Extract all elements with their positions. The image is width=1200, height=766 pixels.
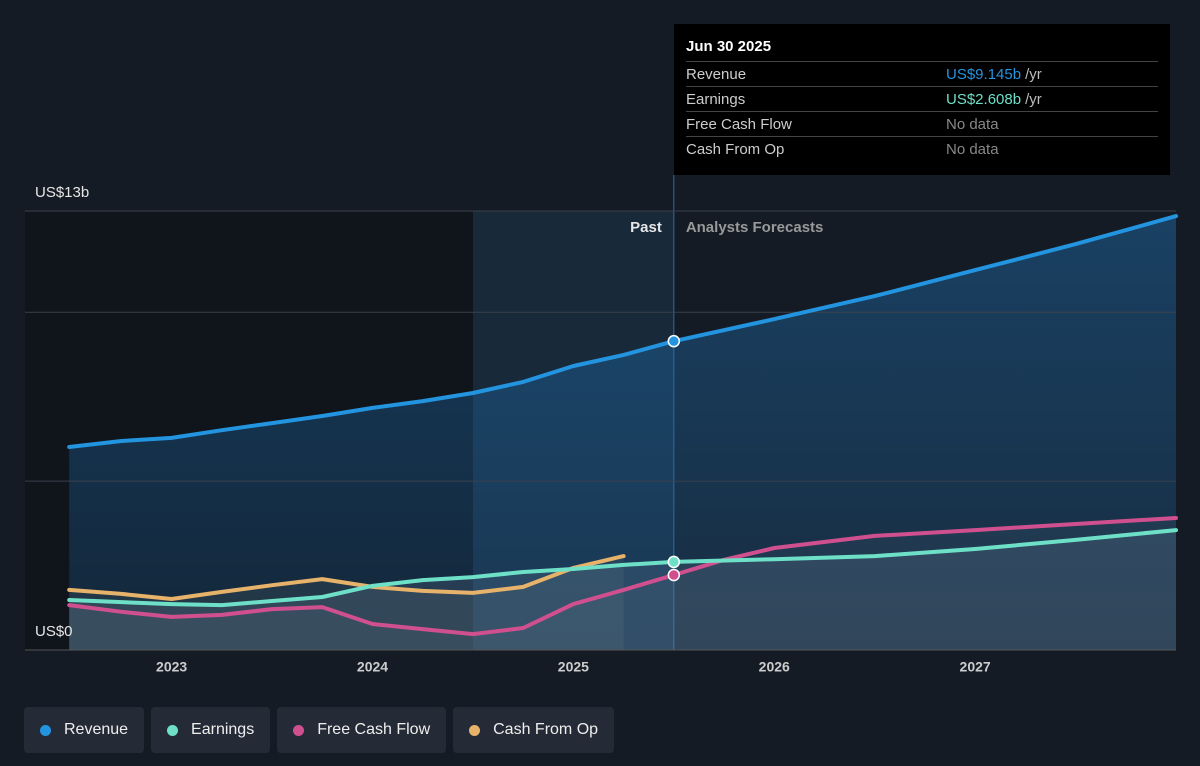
- legend-label: Revenue: [64, 721, 129, 738]
- tooltip-title: Jun 30 2025: [686, 38, 772, 55]
- tooltip-label: Cash From Op: [686, 140, 785, 158]
- legend-swatch: [293, 724, 305, 736]
- tooltip-row: Earnings US$2.608b/yr: [686, 86, 1158, 111]
- series-line: [67, 214, 1178, 449]
- tooltip-row: Free Cash Flow No data: [686, 111, 1158, 136]
- series-line: [67, 528, 1178, 608]
- highlight-point: [667, 334, 681, 348]
- legend-item[interactable]: Free Cash Flow: [277, 707, 447, 753]
- legend-swatch: [40, 724, 51, 736]
- tooltip-row: Cash From Op No data: [686, 136, 1158, 161]
- tooltip-label: Free Cash Flow: [686, 115, 792, 133]
- x-tick-label: 2027: [960, 659, 991, 675]
- tooltip-unit: /yr: [1025, 90, 1042, 108]
- x-tick-label: 2023: [156, 659, 187, 675]
- series-line: [67, 554, 626, 601]
- legend-label: Cash From Op: [493, 721, 599, 738]
- series-line: [67, 516, 1178, 637]
- tooltip-value: US$9.145b: [946, 65, 1022, 83]
- tooltip-row: Revenue US$9.145b/yr: [686, 61, 1158, 86]
- highlight-point: [667, 568, 681, 582]
- y-tick-label: US$13b: [35, 184, 89, 201]
- legend-label: Earnings: [191, 721, 255, 738]
- legend-swatch: [167, 724, 179, 736]
- legend-label: Free Cash Flow: [317, 721, 431, 738]
- x-tick-label: 2025: [558, 659, 589, 675]
- tooltip: Jun 30 2025 Revenue US$9.145b/yr Earnings US…: [674, 24, 1170, 175]
- legend-swatch: [469, 724, 481, 736]
- tooltip-label: Earnings: [686, 90, 746, 108]
- forecast-label: Analysts Forecasts: [686, 219, 824, 236]
- highlight-point: [667, 555, 681, 569]
- x-tick-label: 2024: [357, 659, 388, 675]
- tooltip-value: US$2.608b: [946, 90, 1022, 108]
- tooltip-unit: /yr: [1025, 65, 1042, 83]
- legend: Revenue Earnings Free Cash Flow Cash From O…: [24, 707, 615, 753]
- tooltip-value: No data: [946, 140, 999, 158]
- legend-item[interactable]: Revenue: [24, 707, 145, 753]
- series-area: [69, 216, 1176, 650]
- y-tick-label: US$0: [35, 623, 73, 640]
- tooltip-value: No data: [946, 115, 999, 133]
- x-tick-label: 2026: [759, 659, 790, 675]
- tooltip-label: Revenue: [686, 65, 747, 83]
- legend-item[interactable]: Earnings: [151, 707, 271, 753]
- past-label: Past: [630, 219, 662, 236]
- legend-item[interactable]: Cash From Op: [453, 707, 615, 753]
